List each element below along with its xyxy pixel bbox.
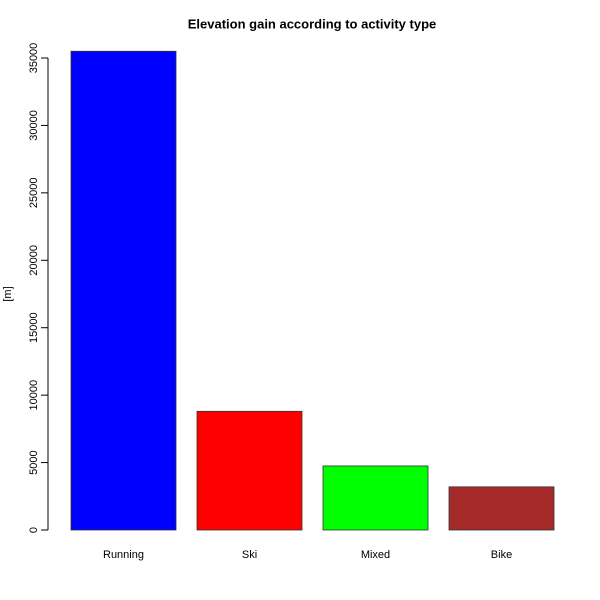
y-tick-label: 0 (28, 527, 40, 533)
y-tick-label: 10000 (28, 380, 40, 411)
x-tick-label: Ski (242, 549, 257, 561)
y-tick-label: 35000 (28, 43, 40, 74)
y-tick-label: 5000 (28, 450, 40, 474)
y-tick-label: 15000 (28, 312, 40, 343)
y-tick-label: 25000 (28, 178, 40, 209)
bar (322, 465, 429, 531)
x-tick-label: Bike (491, 549, 512, 561)
bar (70, 50, 177, 531)
y-tick-label: 20000 (28, 245, 40, 276)
x-tick-label: Mixed (361, 549, 390, 561)
bar (448, 486, 555, 531)
chart-title: Elevation gain according to activity typ… (188, 16, 437, 31)
y-tick-label: 30000 (28, 110, 40, 141)
y-axis-label: [m] (2, 286, 14, 301)
bar (196, 410, 303, 531)
x-tick-label: Running (103, 549, 144, 561)
